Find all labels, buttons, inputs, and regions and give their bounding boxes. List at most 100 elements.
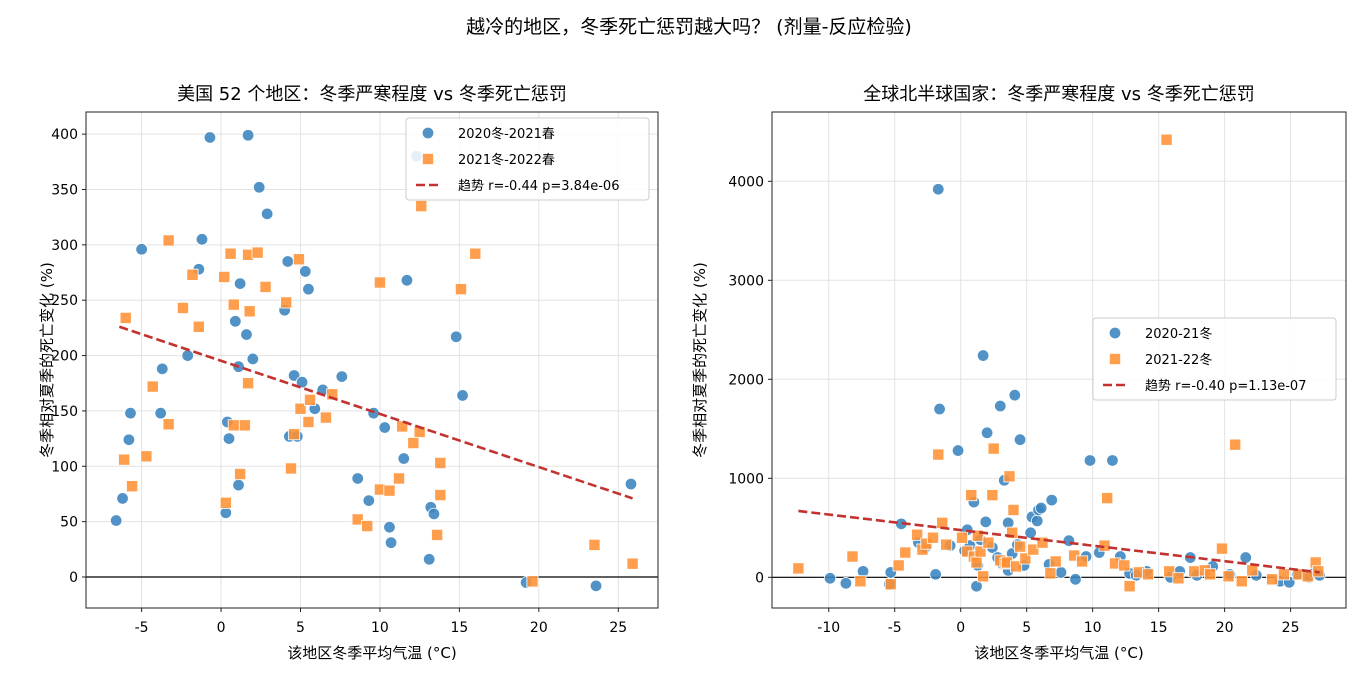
- x-tick-label: 20: [530, 620, 548, 636]
- data-point: [361, 520, 374, 533]
- data-point: [792, 562, 805, 575]
- data-point: [1034, 501, 1048, 515]
- data-point: [1045, 493, 1058, 507]
- x-tick-label: 5: [296, 620, 305, 636]
- x-tick-label: -5: [135, 620, 149, 636]
- data-point: [979, 515, 992, 529]
- series-2-points: [118, 200, 639, 588]
- x-tick-label: 5: [1022, 620, 1031, 636]
- data-point: [1008, 388, 1021, 402]
- data-point: [140, 450, 153, 463]
- x-tick-label: 0: [217, 620, 226, 636]
- data-point: [450, 330, 463, 343]
- y-tick-label: 0: [69, 570, 78, 586]
- data-point: [135, 243, 148, 256]
- data-point: [1188, 565, 1201, 578]
- y-tick-label: 2000: [728, 372, 764, 388]
- data-point: [823, 572, 837, 585]
- data-point: [884, 578, 897, 591]
- y-tick-label: 4000: [728, 174, 764, 190]
- trend-line: [118, 325, 633, 500]
- x-tick-label: 25: [609, 620, 627, 636]
- data-point: [1049, 555, 1062, 568]
- data-point: [383, 484, 396, 497]
- data-point: [986, 489, 999, 502]
- data-point: [242, 377, 255, 390]
- data-point: [280, 296, 293, 309]
- data-point: [1239, 551, 1252, 564]
- data-point: [299, 265, 312, 278]
- data-point: [589, 579, 603, 593]
- data-point: [281, 255, 294, 268]
- chart-title: 全球北半球国家：冬季严寒程度 vs 冬季死亡惩罚: [863, 84, 1254, 105]
- data-point: [1069, 573, 1082, 586]
- data-point: [109, 514, 123, 527]
- data-point: [1277, 568, 1290, 581]
- data-point: [1229, 438, 1242, 451]
- data-point: [982, 536, 995, 549]
- right-panel-global-countries: -10 -5 0 5 10 15 20 25 0 1000 2000 3000 4000 全球北半球国家：…: [691, 84, 1347, 662]
- data-point: [427, 507, 441, 521]
- data-point: [1123, 580, 1136, 593]
- data-point: [234, 468, 247, 481]
- data-point: [980, 426, 994, 439]
- data-point: [326, 388, 339, 401]
- data-point: [233, 277, 247, 290]
- data-point: [415, 200, 428, 213]
- data-point: [243, 305, 256, 318]
- data-point: [1019, 552, 1032, 565]
- data-point: [1204, 568, 1217, 581]
- data-point: [1027, 543, 1040, 556]
- data-point: [1044, 567, 1057, 580]
- data-point: [431, 528, 444, 541]
- data-point: [933, 402, 946, 416]
- data-point: [351, 513, 364, 526]
- data-point: [456, 389, 469, 402]
- data-point: [624, 477, 638, 491]
- data-point: [222, 432, 236, 445]
- data-point: [1014, 540, 1027, 553]
- data-point: [124, 406, 137, 420]
- data-point: [970, 556, 983, 569]
- data-point: [119, 311, 132, 324]
- x-tick-label: 0: [956, 620, 965, 636]
- legend-label: 2021冬-2022春: [458, 152, 555, 168]
- data-point: [469, 247, 482, 260]
- data-point: [218, 270, 231, 283]
- y-tick-label: 50: [60, 515, 78, 531]
- data-point: [977, 570, 990, 583]
- data-point: [1246, 564, 1259, 577]
- x-tick-label: 10: [371, 620, 389, 636]
- data-point: [287, 369, 301, 382]
- data-point: [227, 419, 240, 432]
- y-tick-label: 0: [755, 570, 764, 586]
- data-point: [926, 531, 939, 544]
- legend-box: [405, 117, 650, 201]
- data-point: [626, 557, 639, 570]
- data-point: [929, 568, 942, 581]
- data-point: [232, 478, 245, 492]
- data-point: [1036, 536, 1049, 549]
- data-point: [362, 494, 376, 507]
- data-point: [1031, 514, 1044, 528]
- data-point: [229, 315, 242, 328]
- data-point: [1007, 503, 1020, 516]
- data-point: [1163, 565, 1176, 578]
- axes-frame: [771, 111, 1347, 609]
- data-point: [195, 233, 209, 246]
- data-point: [146, 380, 159, 393]
- y-tick-label: 300: [51, 238, 78, 254]
- legend-marker-swatch: [421, 152, 434, 165]
- chart-title: 美国 52 个地区：冬季严寒程度 vs 冬季死亡惩罚: [177, 84, 567, 105]
- data-point: [1160, 133, 1173, 146]
- data-point: [162, 418, 175, 431]
- data-point: [1118, 559, 1131, 572]
- data-point: [246, 352, 260, 366]
- data-point: [240, 328, 253, 341]
- data-point: [181, 349, 194, 362]
- data-point: [854, 575, 867, 588]
- data-point: [335, 370, 349, 383]
- data-point: [1101, 492, 1114, 505]
